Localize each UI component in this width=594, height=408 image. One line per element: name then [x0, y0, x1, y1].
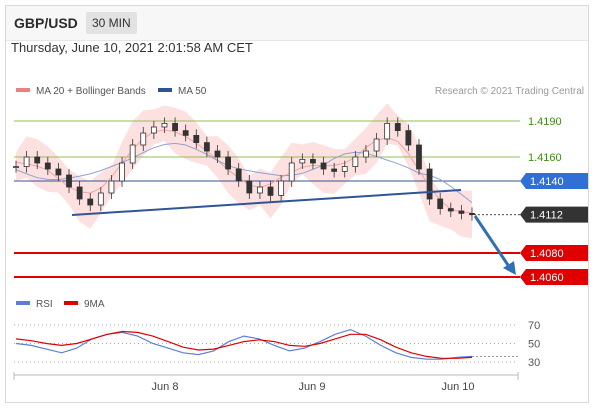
- rsi-legend-label: RSI: [36, 299, 53, 310]
- candle-body: [203, 142, 210, 152]
- candle-body: [214, 150, 221, 158]
- bollinger-legend-label: MA 20 + Bollinger Bands: [36, 86, 146, 97]
- level-tag: [520, 206, 588, 223]
- ma9-legend-swatch: [64, 301, 78, 305]
- ma9-legend-label: 9MA: [84, 299, 105, 310]
- level-label: 1.4060: [530, 272, 564, 284]
- chart-datetime: Thursday, June 10, 2021 2:01:58 AM CET: [11, 40, 253, 55]
- research-credit: Research © 2021 Trading Central: [435, 86, 584, 97]
- candle-body: [87, 198, 94, 206]
- candle-body: [108, 180, 115, 194]
- price-levels: [14, 120, 520, 278]
- level-label: 1.4140: [530, 176, 564, 188]
- price-candles: [13, 117, 475, 221]
- candle-body: [140, 132, 147, 146]
- level-label: 1.4160: [528, 152, 562, 164]
- candle-body: [44, 162, 51, 170]
- candle-body: [320, 162, 327, 170]
- candle-body: [161, 123, 168, 128]
- ma50-legend-label: MA 50: [178, 86, 207, 97]
- level-tags: 1.4190 1.4160 1.4140 1.4112 1.4080 1.4060: [520, 116, 588, 285]
- level-label: 1.4080: [530, 248, 564, 260]
- rsi-ma-line: [15, 330, 473, 359]
- level-tag: [520, 245, 588, 261]
- ma50-legend-swatch: [158, 88, 172, 92]
- candle-body: [299, 158, 306, 164]
- candle-body: [246, 180, 253, 194]
- x-tick-label: Jun 9: [299, 381, 326, 393]
- candle-body: [267, 186, 274, 196]
- candle-body: [447, 208, 454, 212]
- candle-body: [182, 130, 189, 136]
- chart-frame: GBP/USD 30 MIN: [5, 5, 589, 403]
- candle-body: [119, 162, 125, 182]
- level-label: 1.4112: [530, 210, 563, 222]
- rsi-tick-label: 30: [528, 357, 540, 369]
- x-tick-label: Jun 10: [441, 381, 474, 393]
- candle-body: [23, 156, 30, 167]
- candle-body: [193, 134, 200, 143]
- symbol-title: GBP/USD: [14, 15, 78, 31]
- candle-body: [235, 168, 242, 182]
- chart-header: GBP/USD 30 MIN: [6, 6, 588, 41]
- candle-body: [34, 156, 41, 164]
- candle-body: [341, 166, 348, 172]
- moving-averages: [15, 129, 473, 214]
- candle-body: [469, 212, 475, 215]
- x-axis: Jun 8 Jun 9 Jun 10: [13, 372, 519, 393]
- ma20-line: [15, 129, 473, 214]
- rsi-tick-label: 50: [528, 339, 540, 351]
- candle-body: [394, 123, 401, 132]
- trendline: [71, 189, 462, 216]
- candle-body: [55, 168, 62, 176]
- candle-body: [437, 198, 444, 210]
- candle-body: [129, 144, 136, 164]
- bollinger-legend-swatch: [16, 88, 30, 92]
- candle-body: [363, 150, 369, 158]
- candle-body: [352, 156, 359, 167]
- candle-body: [416, 144, 422, 170]
- candle-body: [13, 166, 19, 169]
- level-label: 1.4190: [528, 116, 562, 128]
- rsi-panel: 70 50 30: [14, 320, 540, 369]
- annotations: [71, 189, 516, 275]
- candle-body: [257, 186, 263, 194]
- rsi-tick-label: 70: [528, 320, 540, 332]
- candle-body: [458, 210, 465, 214]
- candle-body: [373, 138, 380, 152]
- candle-body: [66, 174, 72, 188]
- forecast-arrow: [473, 215, 512, 269]
- candle-body: [172, 123, 178, 132]
- candle-body: [288, 162, 295, 182]
- candle-body: [384, 123, 391, 140]
- candle-body: [310, 158, 316, 164]
- candle-body: [405, 130, 412, 146]
- rsi-legend-swatch: [16, 301, 30, 305]
- candle-body: [278, 180, 285, 196]
- ma50-line: [15, 142, 473, 203]
- forecast-arrowhead: [503, 261, 516, 275]
- timeframe-badge[interactable]: 30 MIN: [86, 12, 137, 34]
- candle-body: [331, 168, 338, 172]
- candle-body: [76, 186, 83, 200]
- candle-body: [150, 126, 157, 134]
- bollinger-band-area: [16, 103, 472, 239]
- x-tick-label: Jun 8: [152, 381, 179, 393]
- candle-body: [426, 168, 433, 200]
- level-tag: [520, 173, 588, 189]
- rsi-line: [15, 328, 473, 360]
- bollinger-bands: [16, 103, 472, 239]
- candle-body: [97, 192, 104, 206]
- level-tag: [520, 269, 588, 285]
- candle-body: [225, 156, 231, 170]
